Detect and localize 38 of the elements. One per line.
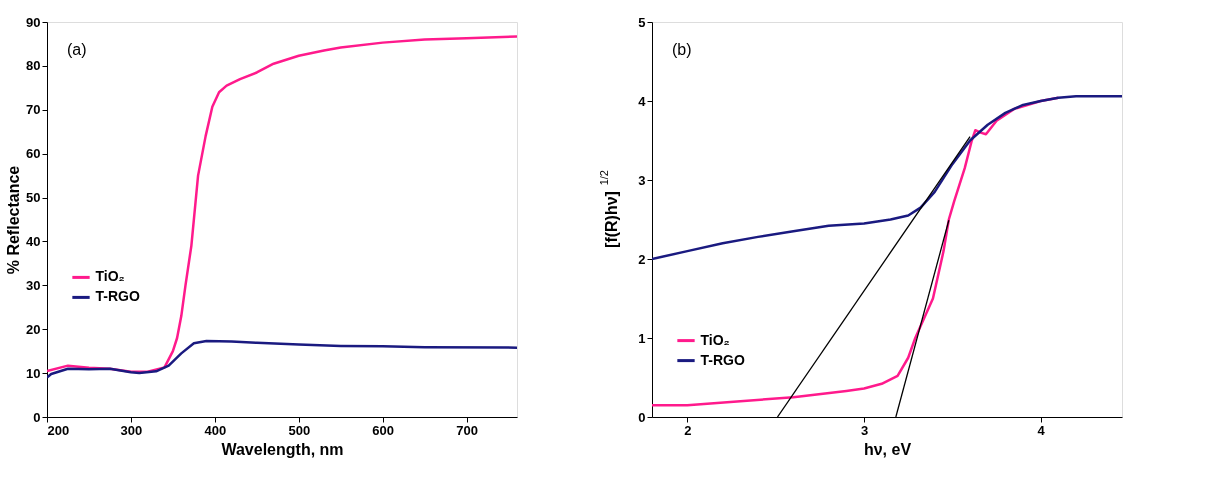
y-tick-label: 5	[638, 14, 646, 30]
x-tick-label: 600	[372, 422, 395, 438]
y-tick-label: 80	[26, 58, 41, 74]
y-axis-title: [f(R)hν]1/2	[598, 170, 620, 248]
x-axis-title: Wavelength, nm	[221, 440, 344, 458]
x-tick-label: 4	[1037, 422, 1046, 438]
y-tick-label: 40	[26, 233, 41, 249]
line-series	[652, 95, 1122, 261]
y-tick-label: 50	[26, 190, 41, 206]
x-tick-label: 400	[204, 422, 227, 438]
x-axis-title: hν, eV	[863, 440, 912, 458]
y-axis-title: % Reflectance	[5, 165, 23, 275]
annotation: (b)	[672, 41, 692, 58]
x-tick-label: 500	[288, 422, 311, 438]
x-tick-label: 200	[47, 422, 70, 438]
y-tick-label: 1	[638, 330, 646, 346]
y-tick-label: 70	[26, 102, 41, 118]
x-tick-label: 300	[120, 422, 143, 438]
y-tick-label: 20	[26, 321, 41, 337]
line-series	[47, 35, 517, 374]
line-series	[47, 339, 517, 379]
legend-label: TiO₂	[700, 331, 730, 348]
legend-label: T-RGO	[700, 351, 745, 368]
y-tick-label: 4	[638, 93, 647, 109]
y-tick-label: 0	[33, 409, 41, 425]
y-tick-label: 60	[26, 146, 41, 162]
y-tick-label: 3	[638, 172, 646, 188]
annotation: (a)	[67, 41, 87, 58]
x-tick-label: 3	[860, 422, 869, 438]
legend-label: T-RGO	[95, 288, 140, 305]
y-tick-label: 30	[26, 277, 41, 293]
x-tick-label: 700	[456, 422, 478, 438]
y-tick-label: 0	[638, 409, 646, 425]
y-tick-label: 2	[638, 251, 646, 267]
y-tick-label: 90	[26, 14, 41, 30]
x-tick-label: 2	[684, 422, 692, 438]
y-tick-label: 10	[26, 365, 41, 381]
legend-label: TiO₂	[95, 268, 125, 285]
